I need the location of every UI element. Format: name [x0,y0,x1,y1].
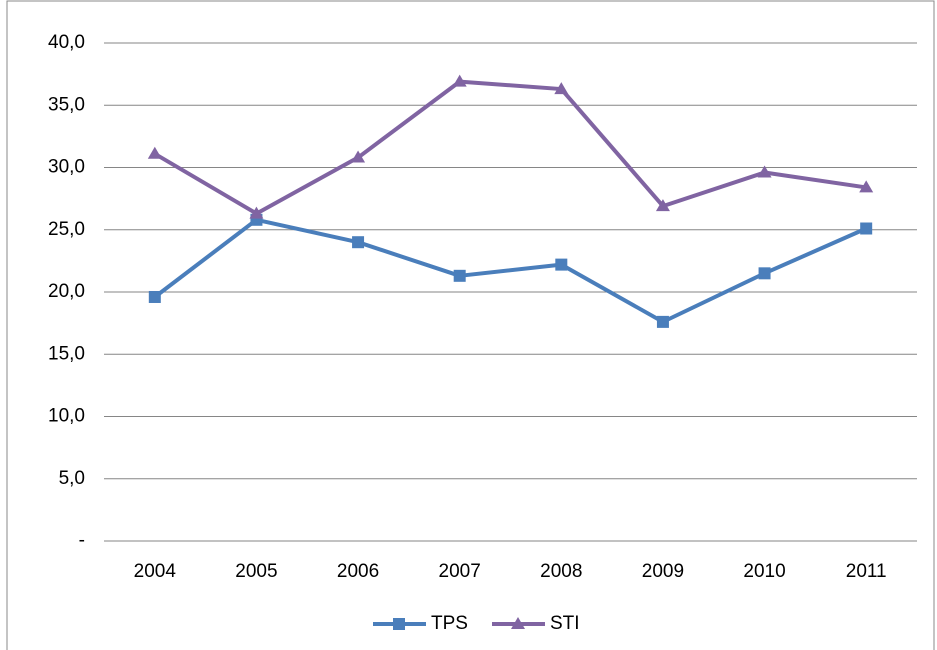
point-marker [147,146,162,159]
y-tick-label: 20,0 [48,281,85,302]
point-marker [554,82,569,95]
point-marker [352,236,365,249]
series-line [153,217,867,324]
y-tick-label: 10,0 [48,406,85,427]
point-marker [249,206,264,219]
y-tick-label: 25,0 [48,219,85,240]
x-tick-label: 2009 [642,561,684,582]
y-tick-label: 40,0 [48,32,85,53]
legend-marker [511,617,525,629]
x-tick-label: 2010 [743,561,785,582]
point-marker [351,150,366,163]
point-marker [860,222,873,235]
y-tick-label: 35,0 [48,94,85,115]
x-tick-label: 2004 [134,561,177,582]
x-tick-label: 2006 [337,561,379,582]
point-marker [148,290,161,303]
y-tick-label: 30,0 [48,157,85,178]
point-marker [453,269,466,282]
x-tick-label: 2007 [439,561,481,582]
y-tick-label: 5,0 [59,468,85,489]
x-tick-label: 2005 [235,561,277,582]
x-tick-label: 2011 [846,561,887,582]
point-marker [859,180,874,193]
point-marker [555,258,568,271]
y-tick-label: - [79,530,85,551]
y-tick-label: 15,0 [48,343,85,364]
point-marker [757,165,772,178]
x-tick-label: 2008 [540,561,582,582]
legend-marker [393,618,405,630]
legend-label: TPS [431,613,468,634]
point-marker [758,267,771,280]
series-line [153,79,867,216]
point-marker [656,315,669,328]
chart-frame [6,0,935,650]
legend-label: STI [550,613,580,634]
point-marker [452,74,467,87]
point-marker [655,199,670,212]
